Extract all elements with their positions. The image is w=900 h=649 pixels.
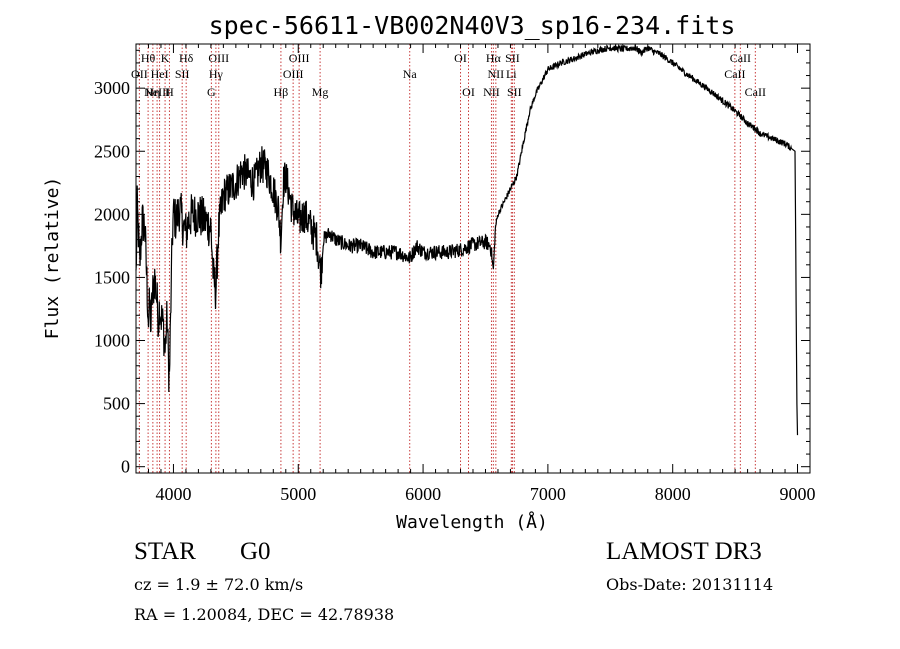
y-axis-label: Flux (relative) [42, 177, 63, 340]
x-axis-label: Wavelength (Å) [396, 511, 548, 533]
line-label-14: OIII [289, 51, 310, 65]
chart-title: spec-56611-VB002N40V3_sp16-234.fits [209, 11, 736, 40]
line-label-0: Hθ [141, 51, 156, 65]
line-label-2: Hη [145, 85, 160, 99]
line-label-22: Li [506, 67, 517, 81]
emission-line-markers [138, 44, 756, 473]
line-label-20: Hα [486, 51, 502, 65]
line-label-16: Na [403, 67, 418, 81]
y-tick-label: 0 [121, 457, 130, 477]
object-subclass: G0 [240, 538, 271, 565]
y-tick-label: 1000 [94, 331, 130, 351]
plot-frame [135, 43, 811, 474]
line-label-8: Hδ [179, 51, 194, 65]
line-label-4: HeI [151, 67, 169, 81]
spectrum-chart: spec-56611-VB002N40V3_sp16-234.fits Hθ OI… [42, 11, 816, 533]
y-tick-label: 1500 [94, 267, 130, 287]
line-label-17: OI [454, 51, 467, 65]
line-label-19: NII [483, 85, 500, 99]
obs-date: Obs-Date: 20131114 [606, 575, 774, 594]
line-label-9: G [207, 85, 216, 99]
survey-name: LAMOST DR3 [606, 538, 762, 565]
line-label-6: H [165, 85, 174, 99]
line-label-23: SII [505, 51, 520, 65]
line-label-25: CaII [724, 67, 745, 81]
emission-line-labels: HθOIIHηNeIIIHeIKHSIIHδGHγOIIIHβOIIIOIIIM… [131, 51, 766, 99]
line-label-3: NeIII [144, 85, 170, 99]
y-tick-label: 3000 [94, 78, 130, 98]
object-class: STAR [134, 538, 196, 565]
x-tick-label: 4000 [155, 484, 191, 504]
y-tick-label: 500 [103, 394, 130, 414]
y-tick-label: 2000 [94, 204, 130, 224]
line-label-7: SII [175, 67, 190, 81]
line-label-13: OIII [283, 67, 304, 81]
x-axis: 4000 5000 6000 7000 8000 9000 [135, 44, 816, 504]
line-label-15: Mg [312, 85, 329, 99]
spectrum-line [135, 43, 799, 436]
line-label-26: CaII [730, 51, 751, 65]
x-tick-label: 5000 [280, 484, 316, 504]
x-tick-label: 9000 [780, 484, 816, 504]
line-label-1: OII [131, 67, 148, 81]
x-tick-label: 6000 [405, 484, 441, 504]
line-label-21: NII [488, 67, 505, 81]
line-label-24: SII [507, 85, 522, 99]
line-label-11: OIII [208, 51, 229, 65]
line-label-18: OI [462, 85, 475, 99]
y-tick-label: 2500 [94, 141, 130, 161]
coordinates-text: RA = 1.20084, DEC = 42.78938 [134, 605, 395, 624]
redshift-text: cz = 1.9 ± 72.0 km/s [134, 575, 304, 594]
x-tick-label: 8000 [655, 484, 691, 504]
x-tick-label: 7000 [530, 484, 566, 504]
line-label-5: K [161, 51, 170, 65]
line-label-10: Hγ [209, 67, 224, 81]
line-label-12: Hβ [274, 85, 289, 99]
y-axis: 0 500 1000 1500 2000 2500 3000 [94, 49, 810, 477]
line-label-27: CaII [745, 85, 766, 99]
